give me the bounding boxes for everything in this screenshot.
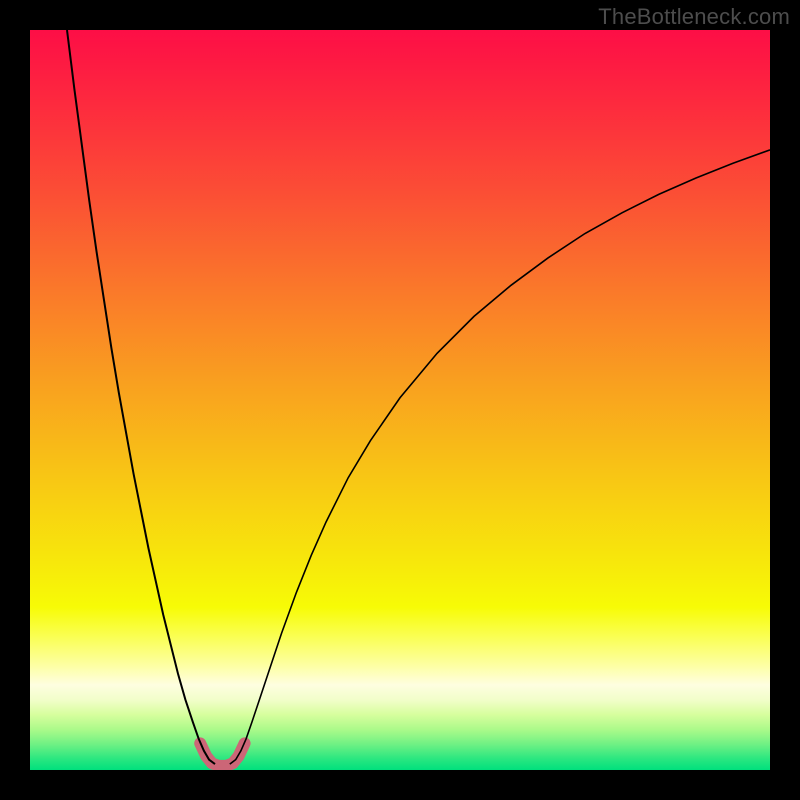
plot-area xyxy=(30,30,770,770)
chart-canvas xyxy=(0,0,800,800)
chart-root: TheBottleneck.com xyxy=(0,0,800,800)
watermark-text: TheBottleneck.com xyxy=(598,4,790,30)
plot-gradient-background xyxy=(30,30,770,770)
